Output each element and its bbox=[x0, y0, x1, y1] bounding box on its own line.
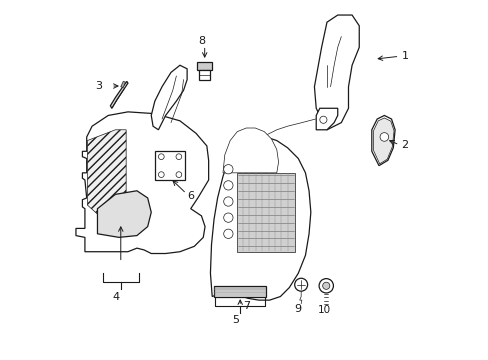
Polygon shape bbox=[97, 191, 151, 237]
Polygon shape bbox=[151, 65, 187, 130]
Text: 10: 10 bbox=[318, 305, 331, 315]
Circle shape bbox=[158, 154, 164, 159]
Circle shape bbox=[223, 213, 233, 222]
Text: 8: 8 bbox=[198, 36, 204, 46]
Polygon shape bbox=[197, 62, 212, 69]
Polygon shape bbox=[316, 108, 337, 130]
Text: 7: 7 bbox=[242, 301, 249, 311]
Circle shape bbox=[223, 229, 233, 238]
Polygon shape bbox=[223, 128, 278, 173]
Polygon shape bbox=[87, 130, 126, 216]
Polygon shape bbox=[237, 173, 294, 252]
Circle shape bbox=[223, 165, 233, 174]
Text: 4: 4 bbox=[113, 292, 120, 302]
Polygon shape bbox=[76, 112, 208, 253]
Circle shape bbox=[223, 197, 233, 206]
Circle shape bbox=[223, 181, 233, 190]
Polygon shape bbox=[155, 151, 185, 180]
Text: 1: 1 bbox=[402, 51, 408, 61]
Text: 9: 9 bbox=[294, 304, 301, 314]
Circle shape bbox=[294, 278, 307, 291]
Text: 6: 6 bbox=[187, 191, 194, 201]
Polygon shape bbox=[314, 15, 359, 130]
Circle shape bbox=[158, 172, 164, 177]
Circle shape bbox=[319, 116, 326, 123]
Polygon shape bbox=[110, 81, 128, 108]
Circle shape bbox=[322, 282, 329, 289]
Polygon shape bbox=[373, 118, 393, 164]
Polygon shape bbox=[121, 81, 125, 87]
Polygon shape bbox=[199, 69, 210, 80]
Circle shape bbox=[176, 154, 182, 159]
Polygon shape bbox=[214, 286, 265, 297]
Text: 3: 3 bbox=[96, 81, 102, 91]
Circle shape bbox=[176, 172, 182, 177]
Circle shape bbox=[319, 279, 333, 293]
Polygon shape bbox=[210, 137, 310, 300]
Polygon shape bbox=[371, 116, 394, 166]
Text: 5: 5 bbox=[232, 315, 239, 325]
Text: 2: 2 bbox=[401, 140, 408, 150]
Circle shape bbox=[379, 133, 388, 141]
